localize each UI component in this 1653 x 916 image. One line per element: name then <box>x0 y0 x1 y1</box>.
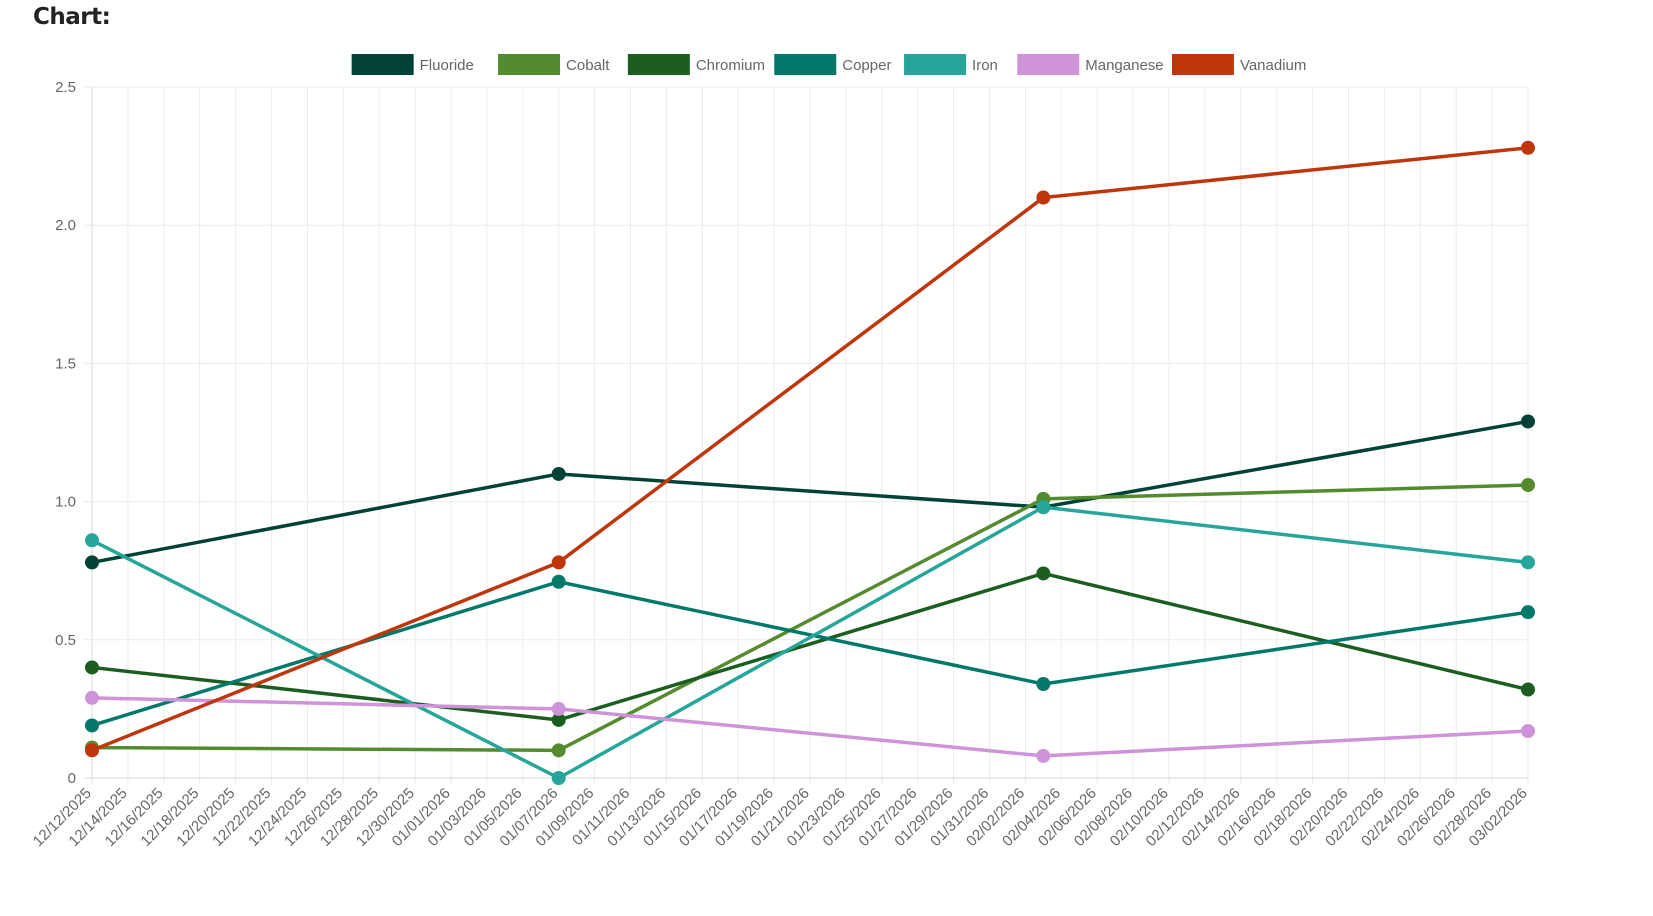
data-point <box>1036 748 1051 763</box>
series-fluoride <box>85 414 1535 570</box>
legend-swatch <box>904 54 967 75</box>
data-point <box>1521 682 1535 697</box>
data-point <box>85 533 99 548</box>
legend-swatch <box>774 54 837 75</box>
data-point <box>551 574 566 589</box>
legend-label: Copper <box>842 57 891 74</box>
legend-label: Cobalt <box>566 57 610 74</box>
y-tick-label: 2.0 <box>55 217 76 234</box>
data-point <box>1036 566 1051 581</box>
data-point <box>551 466 566 481</box>
data-point <box>551 701 566 716</box>
series-line <box>91 696 1529 758</box>
legend-item-fluoride[interactable]: Fluoride <box>351 54 474 75</box>
data-point <box>1521 414 1535 429</box>
series-iron <box>85 500 1535 785</box>
legend-label: Fluoride <box>420 57 474 74</box>
data-point <box>1521 140 1535 155</box>
legend-label: Manganese <box>1085 57 1163 74</box>
data-point <box>85 743 99 758</box>
y-tick-label: 0.5 <box>55 632 76 649</box>
series-vanadium <box>85 140 1535 758</box>
data-point <box>1036 500 1051 515</box>
data-point <box>1521 605 1535 620</box>
legend-swatch <box>627 54 690 75</box>
series-line <box>91 483 1529 753</box>
y-tick-label: 0 <box>68 770 76 787</box>
y-tick-label: 1.0 <box>55 494 76 511</box>
data-point <box>1521 724 1535 739</box>
series-chromium <box>85 566 1535 727</box>
data-point <box>551 712 566 727</box>
series-manganese <box>85 690 1535 763</box>
data-point <box>551 743 566 758</box>
y-tick-label: 1.5 <box>55 355 76 372</box>
data-point <box>1036 677 1051 692</box>
series-line <box>91 579 1529 728</box>
legend-swatch <box>351 54 414 75</box>
series-line <box>91 419 1529 565</box>
data-point <box>85 555 99 570</box>
legend-swatch <box>498 54 561 75</box>
series-line <box>91 505 1529 780</box>
legend-item-vanadium[interactable]: Vanadium <box>1171 54 1306 75</box>
chart-heading: Chart: <box>33 4 111 30</box>
data-point <box>551 555 566 570</box>
legend-label: Iron <box>972 57 998 74</box>
legend-swatch <box>1171 54 1234 75</box>
series-copper <box>85 574 1535 733</box>
data-point <box>85 660 99 675</box>
data-point <box>1036 190 1051 205</box>
legend-item-iron[interactable]: Iron <box>904 54 998 75</box>
legend-swatch <box>1017 54 1080 75</box>
data-point <box>1521 478 1535 493</box>
y-tick-label: 2.5 <box>55 79 76 96</box>
data-point <box>551 771 566 785</box>
legend-item-cobalt[interactable]: Cobalt <box>498 54 610 75</box>
legend-item-copper[interactable]: Copper <box>774 54 891 75</box>
legend-item-chromium[interactable]: Chromium <box>627 54 765 75</box>
series-line <box>91 146 1529 752</box>
legend-label: Chromium <box>696 57 765 74</box>
data-point <box>85 690 99 705</box>
data-point <box>85 718 99 733</box>
data-point <box>1521 555 1535 570</box>
series-line <box>91 571 1529 722</box>
legend-label: Vanadium <box>1240 57 1306 74</box>
legend-item-manganese[interactable]: Manganese <box>1017 54 1164 75</box>
